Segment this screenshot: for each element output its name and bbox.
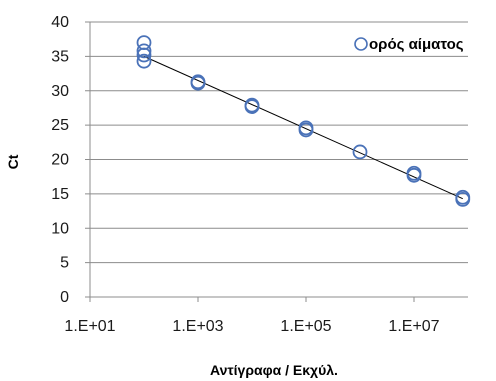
y-tick-label: 15 xyxy=(51,186,69,203)
axes xyxy=(89,22,468,302)
y-tick-label: 0 xyxy=(60,289,69,306)
x-tick-label: 1.E+05 xyxy=(280,318,331,335)
y-tick-label: 35 xyxy=(51,48,69,65)
trendline xyxy=(143,55,463,200)
x-tick-label: 1.E+01 xyxy=(64,318,115,335)
y-axis-title: Ct xyxy=(5,154,21,169)
data-point xyxy=(136,53,152,69)
legend: ορός αίματος xyxy=(354,36,464,53)
legend-label: ορός αίματος xyxy=(369,36,464,53)
y-tick-label: 5 xyxy=(60,255,69,272)
data-point xyxy=(352,144,368,160)
y-tick-label: 20 xyxy=(51,152,69,169)
y-tick-label: 25 xyxy=(51,117,69,134)
y-tick-label: 30 xyxy=(51,83,69,100)
data-point xyxy=(136,43,152,59)
y-tick-labels: 0 5 10 15 20 25 30 35 40 xyxy=(51,14,69,306)
data-point xyxy=(298,122,314,138)
trendline-layer xyxy=(143,55,463,200)
y-tick-label: 10 xyxy=(51,220,69,237)
data-point xyxy=(190,75,206,91)
data-point xyxy=(455,191,471,207)
data-points xyxy=(136,35,471,207)
x-tick-labels: 1.E+01 1.E+03 1.E+05 1.E+07 xyxy=(64,318,439,335)
x-tick-label: 1.E+07 xyxy=(388,318,439,335)
data-point xyxy=(406,167,422,183)
x-tick-label: 1.E+03 xyxy=(172,318,223,335)
x-axis-title: Αντίγραφα / Εκχύλ. xyxy=(210,362,338,378)
data-point xyxy=(244,99,260,114)
grid-lines xyxy=(85,21,468,298)
data-point xyxy=(136,47,152,63)
y-tick-label: 40 xyxy=(51,14,69,31)
legend-marker xyxy=(354,37,368,51)
